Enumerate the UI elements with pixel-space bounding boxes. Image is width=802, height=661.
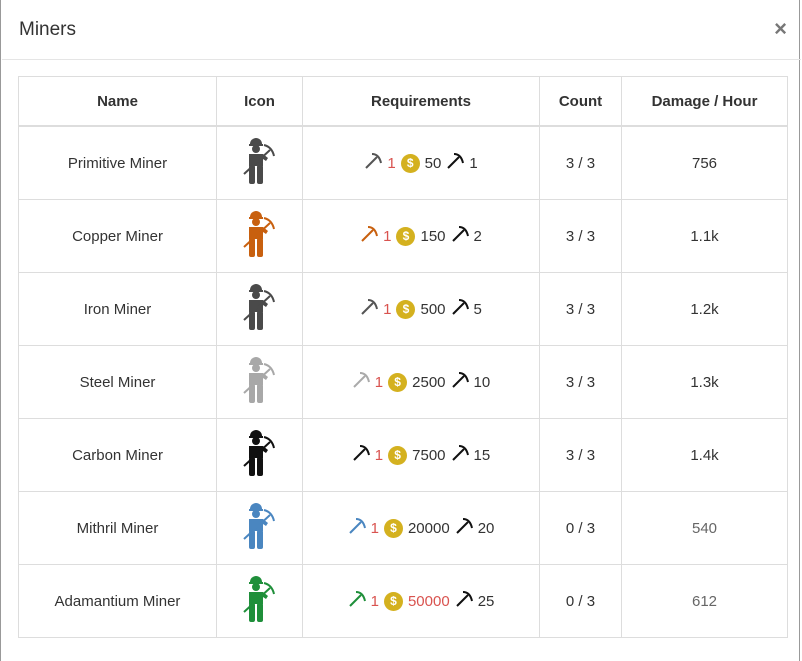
level-required: 20 xyxy=(477,519,495,537)
pickaxe-qty: 1 xyxy=(370,519,379,537)
requirements: 1 $ 150 2 xyxy=(302,199,540,273)
coin-icon: $ xyxy=(388,372,408,392)
miner-count: 3 / 3 xyxy=(539,272,622,346)
miner-icon xyxy=(216,199,303,273)
column-header: Count xyxy=(539,76,622,127)
level-pickaxe-icon xyxy=(446,152,465,174)
table-row[interactable]: Primitive Miner 1 $ 50 1 3 / 3 756 xyxy=(18,125,788,200)
level-required: 10 xyxy=(473,373,491,391)
pickaxe-icon xyxy=(352,444,370,466)
damage-per-hour: 1.4k xyxy=(621,418,788,492)
requirements: 1 $ 7500 15 xyxy=(302,418,540,492)
column-header: Damage / Hour xyxy=(621,76,788,127)
pickaxe-qty: 1 xyxy=(387,154,396,172)
damage-per-hour: 1.3k xyxy=(621,345,788,419)
pickaxe-qty: 1 xyxy=(370,592,379,610)
miner-icon xyxy=(216,418,303,492)
level-pickaxe-icon xyxy=(451,225,469,247)
miner-count: 0 / 3 xyxy=(539,491,622,565)
level-pickaxe-icon xyxy=(455,590,473,612)
miner-count: 0 / 3 xyxy=(539,564,622,638)
miner-name: Adamantium Miner xyxy=(18,564,217,638)
miner-name: Primitive Miner xyxy=(18,125,217,200)
damage-per-hour: 612 xyxy=(621,564,788,638)
column-header: Requirements xyxy=(302,76,540,127)
pickaxe-icon xyxy=(352,371,370,393)
damage-per-hour: 540 xyxy=(621,491,788,565)
gold-cost: 50 xyxy=(424,154,442,172)
gold-cost: 7500 xyxy=(412,446,446,464)
damage-per-hour: 1.2k xyxy=(621,272,788,346)
miner-name: Iron Miner xyxy=(18,272,217,346)
miner-name: Mithril Miner xyxy=(18,491,217,565)
table-row[interactable]: Copper Miner 1 $ 150 2 3 / 3 1.1k xyxy=(18,199,788,273)
coin-icon: $ xyxy=(383,518,403,538)
gold-cost: 150 xyxy=(420,227,446,245)
miner-count: 3 / 3 xyxy=(539,199,622,273)
level-required: 25 xyxy=(477,592,495,610)
miner-icon xyxy=(216,564,303,638)
coin-icon: $ xyxy=(396,299,416,319)
level-pickaxe-icon xyxy=(451,444,469,466)
table-row[interactable]: Mithril Miner 1 $ 20000 20 0 / 3 540 xyxy=(18,491,788,565)
level-required: 2 xyxy=(473,227,482,245)
pickaxe-icon xyxy=(348,590,366,612)
level-required: 15 xyxy=(473,446,491,464)
miner-count: 3 / 3 xyxy=(539,418,622,492)
coin-icon: $ xyxy=(396,226,416,246)
miner-name: Carbon Miner xyxy=(18,418,217,492)
miners-table: Name Icon Requirements Count Damage / Hour P… xyxy=(18,76,788,638)
gold-cost: 20000 xyxy=(407,519,450,537)
table-row[interactable]: Steel Miner 1 $ 2500 10 3 / 3 1.3k xyxy=(18,345,788,419)
requirements: 1 $ 2500 10 xyxy=(302,345,540,419)
gold-cost: 500 xyxy=(420,300,446,318)
miner-count: 3 / 3 xyxy=(539,345,622,419)
pickaxe-icon xyxy=(360,298,379,320)
level-pickaxe-icon xyxy=(455,517,473,539)
level-pickaxe-icon xyxy=(451,371,469,393)
pickaxe-qty: 1 xyxy=(383,300,392,318)
miner-count: 3 / 3 xyxy=(539,125,622,200)
miner-name: Copper Miner xyxy=(18,199,217,273)
column-header: Name xyxy=(18,76,217,127)
modal-title: Miners xyxy=(19,19,77,40)
damage-per-hour: 1.1k xyxy=(621,199,788,273)
level-required: 1 xyxy=(469,154,478,172)
level-pickaxe-icon xyxy=(451,298,469,320)
column-header: Icon xyxy=(216,76,303,127)
pickaxe-icon xyxy=(348,517,366,539)
requirements: 1 $ 50 1 xyxy=(302,125,540,200)
miner-icon xyxy=(216,125,303,200)
table-row[interactable]: Carbon Miner 1 $ 7500 15 3 / 3 1.4k xyxy=(18,418,788,492)
gold-cost: 2500 xyxy=(412,373,446,391)
miner-icon xyxy=(216,491,303,565)
pickaxe-qty: 1 xyxy=(374,446,384,464)
pickaxe-qty: 1 xyxy=(383,227,392,245)
level-required: 5 xyxy=(473,300,482,318)
miner-name: Steel Miner xyxy=(18,345,217,419)
requirements: 1 $ 500 5 xyxy=(302,272,540,346)
pickaxe-qty: 1 xyxy=(374,373,384,391)
coin-icon: $ xyxy=(388,445,408,465)
miner-icon xyxy=(216,272,303,346)
pickaxe-icon xyxy=(364,152,383,174)
pickaxe-icon xyxy=(360,225,379,247)
coin-icon: $ xyxy=(383,591,403,611)
table-row[interactable]: Adamantium Miner 1 $ 50000 25 0 / 3 612 xyxy=(18,564,788,638)
coin-icon: $ xyxy=(400,153,420,173)
modal-header: Miners × xyxy=(2,0,801,60)
close-button[interactable]: × xyxy=(774,16,787,41)
damage-per-hour: 756 xyxy=(621,125,788,200)
table-row[interactable]: Iron Miner 1 $ 500 5 3 / 3 1.2k xyxy=(18,272,788,346)
miner-icon xyxy=(216,345,303,419)
requirements: 1 $ 50000 25 xyxy=(302,564,540,638)
requirements: 1 $ 20000 20 xyxy=(302,491,540,565)
gold-cost: 50000 xyxy=(407,592,450,610)
